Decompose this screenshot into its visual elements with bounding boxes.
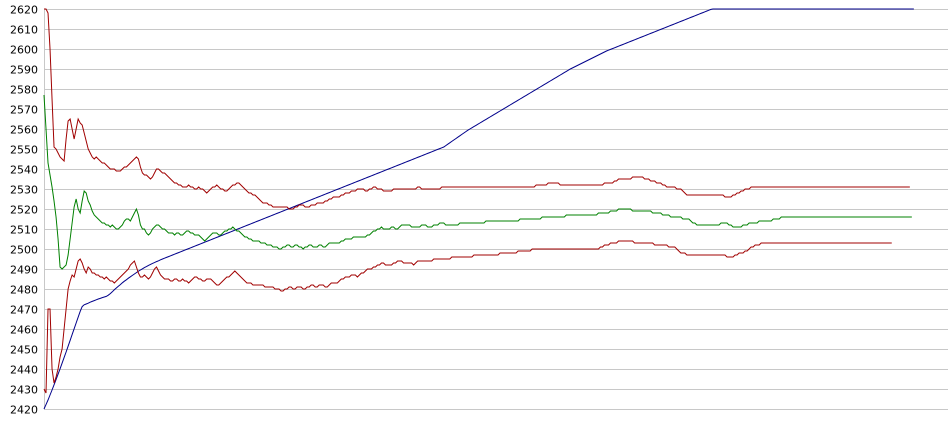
y-tick-label: 2550 — [10, 144, 38, 157]
y-tick-label: 2440 — [10, 364, 38, 377]
y-tick-label: 2490 — [10, 264, 38, 277]
y-tick-label: 2510 — [10, 224, 38, 237]
y-tick-label: 2480 — [10, 284, 38, 297]
y-tick-label: 2560 — [10, 124, 38, 137]
y-axis-tick-labels: 2420 2430 2440 2450 2460 2470 2480 2490 2500 2510… — [10, 4, 38, 417]
y-tick-label: 2570 — [10, 104, 38, 117]
y-tick-label: 2530 — [10, 184, 38, 197]
gridlines — [44, 9, 948, 410]
series-line-2 — [43, 94, 912, 270]
series-line-3 — [44, 8, 910, 210]
y-tick-label: 2590 — [10, 64, 38, 77]
y-tick-label: 2600 — [10, 44, 38, 57]
y-tick-label: 2610 — [10, 24, 38, 37]
y-tick-label: 2620 — [10, 4, 38, 17]
y-tick-label: 2450 — [10, 344, 38, 357]
y-tick-label: 2470 — [10, 304, 38, 317]
y-tick-label: 2520 — [10, 204, 38, 217]
y-tick-label: 2500 — [10, 244, 38, 257]
series-line-1 — [43, 8, 914, 410]
y-tick-label: 2430 — [10, 384, 38, 397]
y-tick-label: 2420 — [10, 404, 38, 417]
y-tick-label: 2460 — [10, 324, 38, 337]
y-tick-label: 2540 — [10, 164, 38, 177]
y-tick-label: 2580 — [10, 84, 38, 97]
series-lines — [43, 8, 914, 410]
series-line-4 — [43, 240, 892, 394]
